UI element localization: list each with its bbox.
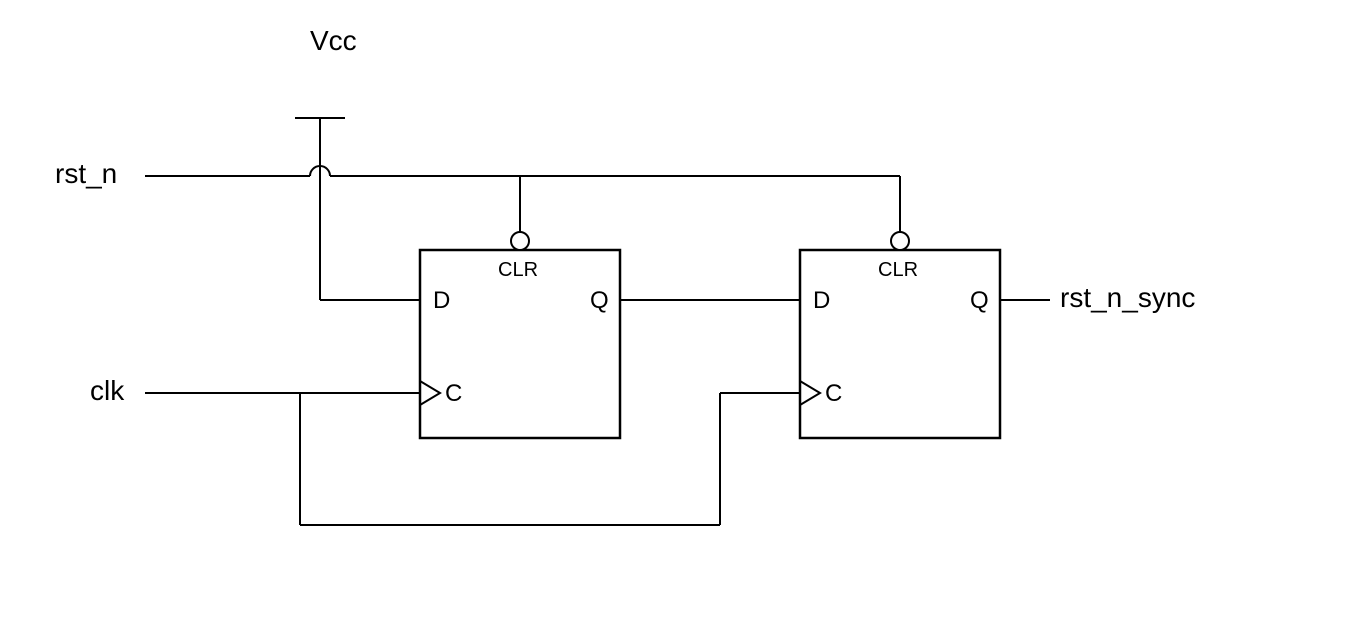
rst-n-sync-label: rst_n_sync [1060, 282, 1195, 313]
schematic-canvas: Vcc rst_n clk rst_n_sync D Q C CLR [0, 0, 1371, 621]
ff1-c-label: C [445, 380, 462, 407]
clk-label: clk [90, 375, 125, 406]
ff2-clr-bubble [891, 232, 909, 250]
ff2-d-label: D [813, 287, 830, 314]
ff1-d-label: D [433, 287, 450, 314]
flipflop-1: D Q C CLR [420, 232, 620, 438]
flipflop-2: D Q C CLR [800, 232, 1000, 438]
rst-n-label: rst_n [55, 158, 117, 189]
ff2-c-label: C [825, 380, 842, 407]
ff2-q-label: Q [970, 287, 989, 314]
ff1-q-label: Q [590, 287, 609, 314]
ff1-clr-label: CLR [498, 259, 538, 281]
ff1-clr-bubble [511, 232, 529, 250]
ff2-clr-label: CLR [878, 259, 918, 281]
vcc-label: Vcc [310, 25, 357, 56]
